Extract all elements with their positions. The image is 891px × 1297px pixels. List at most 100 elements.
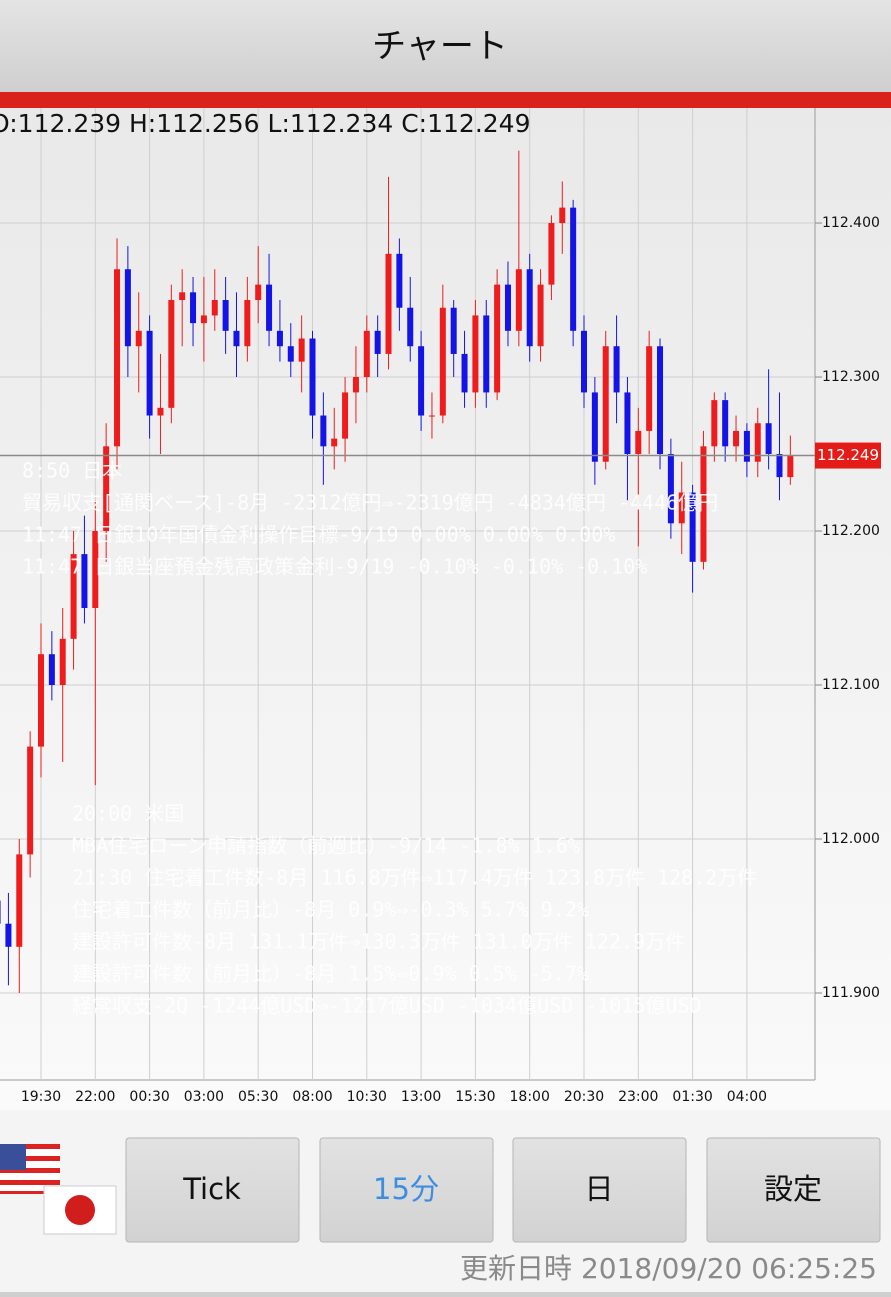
candle-body [276, 330, 283, 347]
candle-body [38, 654, 44, 747]
event-annotation: 貿易収支[通関ベース]-8月 -2312億円⇒-2319億円 -4834億円 -… [22, 491, 718, 515]
y-tick-label: 111.900 [822, 985, 880, 1001]
candle-body [700, 446, 707, 562]
candle-body [266, 284, 273, 331]
candle-body [211, 300, 218, 316]
candle-body [298, 338, 305, 362]
candle-body [81, 554, 88, 609]
candle-body [255, 284, 262, 301]
candle-body [309, 338, 316, 416]
candle-body [396, 253, 403, 308]
event-annotation: 建設許可件数-8月 131.1万件⇒130.3万件 131.0万件 122.9万… [72, 930, 685, 954]
y-tick-label: 112.100 [822, 677, 880, 693]
candle-body [559, 207, 566, 224]
candle-body [124, 269, 131, 347]
candle-body [450, 307, 457, 354]
button-label[interactable]: 日 [584, 1172, 613, 1206]
bottom-edge [0, 1292, 891, 1297]
candle-body [320, 415, 327, 447]
candle-body [472, 315, 479, 393]
candle-body [168, 300, 175, 408]
candle-body [787, 455, 794, 478]
candle-body [407, 307, 414, 347]
candle-body [754, 423, 761, 462]
candle-body [244, 300, 251, 347]
event-annotation: 11:47 日銀10年国債金利操作目標-9/19 0.00% 0.00% 0.0… [22, 523, 615, 547]
candle-body [222, 300, 229, 331]
candle-body [233, 330, 240, 347]
candle-body [635, 430, 642, 455]
candle-body [494, 284, 501, 393]
candle-body [439, 307, 446, 416]
x-tick-label: 22:00 [75, 1089, 115, 1105]
button[interactable] [125, 1137, 300, 1243]
candle-body [200, 315, 207, 324]
x-tick-label: 01:30 [672, 1089, 712, 1105]
candle-body [59, 638, 66, 686]
event-annotation: 経常収支-2Q -1244億USD⇒-1217億USD -1034億USD -1… [72, 994, 702, 1018]
candle-body [776, 454, 783, 478]
candle-body [537, 284, 544, 347]
candle-body [363, 330, 370, 378]
candle-body [146, 330, 153, 416]
candles [0, 150, 794, 993]
axis-labels: 111.900 112.000 112.100 112.200 112.300 112.4… [21, 215, 880, 1105]
jp-flag [43, 1185, 117, 1235]
plot-background [0, 108, 891, 1110]
x-tick-label: 23:00 [618, 1089, 658, 1105]
candle-body [287, 346, 294, 362]
candle-body [667, 454, 674, 524]
x-tick-label: 04:00 [727, 1089, 767, 1105]
candle-body [16, 854, 23, 947]
y-tick-label: 112.000 [822, 831, 880, 847]
candle-body [92, 531, 99, 609]
us-flag [0, 1144, 60, 1194]
candle-body [352, 377, 359, 393]
x-tick-label: 05:30 [238, 1089, 278, 1105]
event-annotation: 20:00 米国 [72, 802, 184, 826]
button-label[interactable]: 設定 [764, 1172, 822, 1206]
header-bar [0, 0, 891, 92]
candle-body [722, 400, 729, 447]
update-time: 更新日時 2018/09/20 06:25:25 [460, 1252, 877, 1285]
candle-body [657, 346, 664, 455]
x-tick-label: 08:00 [292, 1089, 332, 1105]
candle-body [385, 253, 392, 354]
candle-body [678, 492, 685, 524]
x-tick-label: 10:30 [347, 1089, 387, 1105]
last-price-box [815, 442, 881, 469]
event-annotation: 住宅着工件数（前月比）-8月 0.9%⇒-0.3% 5.7% 9.2% [72, 898, 589, 922]
candle-body [114, 269, 121, 447]
candle-body [526, 269, 533, 347]
y-tick-label: 112.200 [822, 523, 880, 539]
button-label[interactable]: Tick [182, 1172, 241, 1206]
x-tick-label: 03:00 [184, 1089, 224, 1105]
candle-body [5, 923, 12, 947]
candle-body [581, 330, 587, 393]
button[interactable] [319, 1137, 494, 1243]
candle-body [27, 746, 34, 855]
button[interactable] [706, 1137, 881, 1243]
candle-body [135, 330, 142, 347]
candle-body [602, 346, 609, 462]
candle-body [765, 423, 772, 455]
button-row: Tick 15分 日 設定 [125, 1137, 881, 1243]
candle-body [70, 554, 77, 639]
x-tick-label: 13:00 [401, 1089, 441, 1105]
event-annotation: 8:50 日本 [22, 459, 122, 483]
candle-body [483, 315, 490, 393]
candle-body [591, 392, 598, 462]
button[interactable] [512, 1137, 687, 1243]
x-tick-label: 20:30 [564, 1089, 604, 1105]
candle-body [0, 900, 1, 924]
candle-body [103, 446, 110, 532]
candle-body [190, 292, 197, 324]
candle-body [515, 269, 522, 331]
y-tick-label: 112.400 [822, 215, 880, 231]
ohlc-label: O:112.239 H:112.256 L:112.234 C:112.249 [0, 109, 530, 138]
candle-body [48, 654, 55, 686]
candle-body [548, 223, 555, 285]
button-label[interactable]: 15分 [373, 1172, 439, 1206]
